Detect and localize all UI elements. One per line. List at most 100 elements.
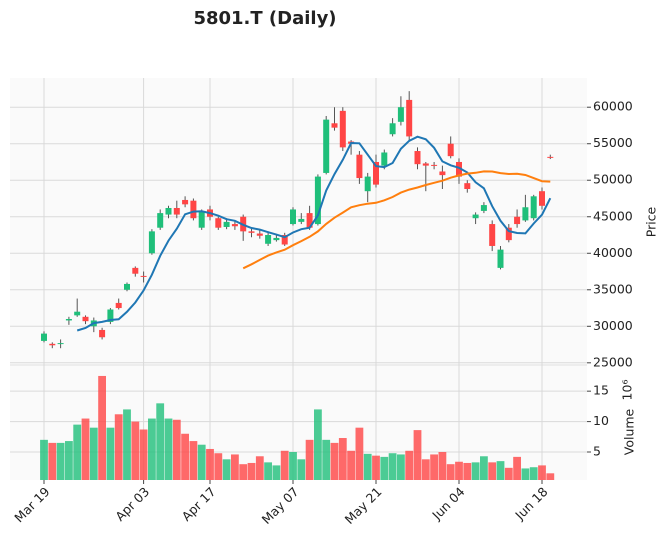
y-tick-label: 55000: [593, 135, 633, 150]
y-tick-label: 35000: [593, 281, 633, 296]
candle-body: [74, 311, 81, 316]
volume-bar: [106, 427, 115, 480]
volume-bar: [388, 453, 397, 480]
y-tick-label: 25000: [593, 354, 633, 369]
volume-bar: [314, 409, 322, 480]
candle-body: [489, 224, 496, 246]
candle-body: [99, 329, 106, 338]
volume-bar: [538, 465, 546, 480]
candle-body: [132, 267, 139, 274]
candle-body: [273, 237, 280, 241]
candle-body: [256, 233, 263, 236]
volume-bar: [463, 462, 472, 480]
volume-bar: [513, 456, 521, 480]
candle-body: [505, 227, 512, 241]
candle-body: [173, 207, 180, 215]
volume-bar: [255, 456, 264, 480]
candle-body: [480, 205, 487, 211]
volume-bar: [438, 452, 447, 480]
volume-bar: [305, 439, 314, 480]
y-tick-label: 60000: [593, 99, 633, 114]
candle-body: [306, 213, 313, 228]
candle-body: [148, 231, 155, 254]
volume-bar: [81, 418, 90, 480]
candle-body: [431, 164, 438, 166]
volume-bar: [347, 450, 355, 480]
candle-body: [182, 199, 189, 205]
candle-body: [49, 343, 56, 346]
volume-tick-label: 10: [593, 413, 609, 428]
candle-body: [231, 224, 238, 227]
x-tick-label: May 07: [259, 484, 302, 527]
volume-bar: [114, 414, 123, 480]
candle-body: [223, 221, 230, 227]
volume-bar: [496, 461, 505, 480]
candle-body: [389, 123, 396, 135]
candle-body: [373, 161, 379, 185]
y-tick-label: 50000: [593, 172, 633, 187]
x-tick-label: Jun 04: [428, 484, 467, 523]
y-tick-label: 45000: [593, 208, 633, 223]
x-tick-label: May 21: [342, 484, 385, 527]
volume-bar: [446, 464, 455, 480]
volume-bar: [222, 459, 231, 480]
x-tick-label: Jun 18: [511, 484, 550, 523]
volume-bar: [181, 433, 189, 480]
chart-title: 5801.T (Daily): [193, 8, 336, 29]
candle-body: [356, 154, 363, 179]
candle-body: [364, 176, 371, 192]
volume-bar: [421, 459, 430, 480]
candle-body: [414, 151, 421, 165]
volume-bar: [330, 442, 339, 480]
volume-bar: [280, 450, 289, 480]
volume-bar: [264, 462, 272, 480]
candle-body: [215, 218, 222, 228]
volume-tick-label: 5: [593, 444, 601, 459]
volume-bar: [89, 427, 98, 480]
candle-body: [157, 213, 164, 228]
volume-bar: [546, 473, 555, 480]
volume-bar: [338, 438, 347, 480]
moving-average: [76, 135, 552, 332]
volume-bar: [123, 409, 131, 480]
candle-body: [314, 176, 321, 225]
x-tick-label: Mar 19: [11, 484, 52, 525]
volume-bar: [471, 462, 480, 480]
candle-body: [124, 283, 130, 290]
candle-body: [140, 275, 147, 277]
volume-bar: [413, 430, 422, 480]
candle-body: [539, 191, 545, 206]
candle-body: [464, 183, 471, 190]
volume-bar: [372, 455, 380, 480]
candle-body: [339, 110, 346, 148]
volume-bar: [430, 454, 438, 480]
candle-body: [530, 196, 537, 219]
volume-bar: [214, 453, 223, 480]
moving-average: [242, 170, 551, 270]
volume-bar: [98, 375, 106, 480]
volume-bar: [164, 418, 173, 480]
candle-body: [522, 207, 529, 221]
volume-bar: [139, 429, 148, 480]
candle-body: [107, 309, 114, 322]
candle-body: [406, 99, 413, 137]
volume-bar: [529, 467, 538, 480]
candle-body: [472, 214, 479, 219]
candle-body: [198, 211, 205, 228]
candle-body: [65, 318, 72, 321]
candle-body: [497, 249, 504, 268]
volume-bar: [231, 454, 239, 480]
volume-bar: [355, 427, 364, 480]
volume-bar: [239, 464, 248, 480]
x-tick-label: Apr 17: [179, 484, 219, 524]
candle-body: [331, 123, 338, 128]
candle-body: [397, 107, 404, 122]
candle-body: [381, 152, 388, 166]
candle-body: [165, 207, 172, 215]
volume-bar: [206, 448, 214, 480]
candle-body: [281, 235, 288, 245]
volume-bar: [480, 456, 488, 480]
volume-bar: [65, 441, 73, 480]
candle-body: [115, 302, 122, 309]
